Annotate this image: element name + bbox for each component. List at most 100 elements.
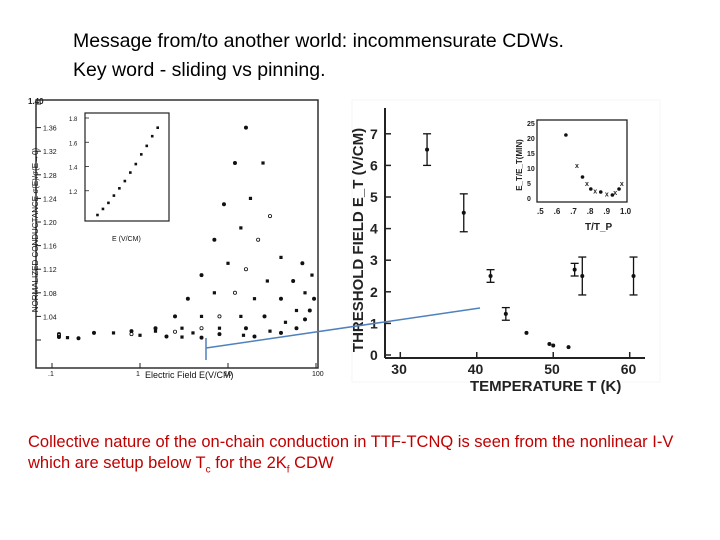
left-data-point — [56, 335, 61, 340]
left-data-point — [252, 297, 257, 301]
left-data-point — [217, 326, 222, 330]
left-data-marks — [56, 125, 317, 341]
left-data-point — [212, 237, 217, 242]
right-inset-point: x — [575, 163, 579, 170]
left-data-point — [232, 160, 237, 165]
left-data-point — [312, 296, 317, 301]
left-data-point — [248, 196, 253, 200]
caption: Collective nature of the on-chain conduc… — [28, 432, 708, 480]
left-inset-point — [123, 179, 127, 183]
caption-sub-f: f — [286, 464, 290, 476]
left-data-point — [239, 314, 243, 318]
right-data-point — [524, 330, 529, 335]
left-data-point — [310, 273, 314, 277]
left-data-point — [111, 331, 116, 335]
right-inset-point — [598, 190, 603, 194]
right-inset-ylabel: E_T/E_T(MIN) — [515, 139, 524, 191]
left-data-point — [243, 326, 248, 331]
connector-diagonal — [205, 307, 481, 349]
right-inset-point — [617, 187, 621, 191]
left-ytick-label: 1.28 — [43, 173, 57, 180]
right-inset-ytick-label: 15 — [527, 151, 535, 158]
right-inset-xtick-label: 1.0 — [620, 207, 632, 216]
left-data-point — [294, 326, 299, 331]
connector — [205, 307, 481, 360]
right-inset-point: x — [593, 189, 597, 196]
left-ytick-label: 1.08 — [43, 291, 57, 298]
left-inset-point — [118, 187, 121, 190]
left-ytick-label: 1.20 — [43, 220, 57, 227]
left-data-point — [65, 336, 70, 340]
right-inset-ytick-label: 25 — [527, 121, 535, 128]
left-data-point — [199, 326, 204, 331]
left-inset-marks — [96, 126, 159, 217]
right-data-point — [488, 274, 493, 278]
left-data-point — [129, 332, 134, 337]
left-xticks: .1 1 10 100 — [48, 363, 324, 378]
left-data-point — [191, 331, 195, 335]
left-data-point — [261, 161, 265, 165]
left-data-point — [262, 314, 267, 319]
left-data-point — [138, 333, 142, 337]
left-inset-yticks: 1.2 1.4 1.6 1.8 — [69, 117, 89, 196]
left-xtick-label: 1 — [136, 371, 140, 378]
left-ytick-label: 1.12 — [43, 267, 57, 274]
right-data-point — [425, 147, 430, 152]
left-xtick-label: .1 — [48, 371, 54, 378]
left-xlabel: Electric Field E(V/CM) — [145, 370, 234, 380]
caption-text-2: for the 2K — [210, 454, 287, 472]
right-data-point — [503, 311, 508, 316]
left-inset-ytick-label: 1.2 — [69, 190, 78, 196]
right-xtick-label: 50 — [544, 361, 560, 377]
left-inset-ytick-label: 1.4 — [69, 166, 78, 172]
right-inset-ytick-label: 5 — [527, 181, 531, 188]
right-inset-point — [564, 133, 568, 137]
left-data-point — [303, 317, 308, 322]
right-inset-ytick-label: 20 — [527, 136, 535, 143]
left-inset-point — [156, 126, 159, 129]
right-inset-ytick-label: 0 — [527, 196, 531, 203]
caption-sub-c: c — [205, 464, 211, 476]
left-chart-frame — [35, 99, 319, 369]
right-inset-marks: xxx x xx — [564, 133, 624, 199]
left-ytick-label: 1.36 — [43, 126, 57, 133]
left-inset-ytick-label: 1.8 — [69, 117, 78, 123]
left-ytick-label: 1.04 — [43, 314, 57, 321]
right-inset-point: x — [613, 190, 617, 197]
left-data-point — [300, 261, 305, 266]
left-data-point — [199, 335, 204, 340]
right-inset-point: x — [585, 181, 589, 188]
right-inset-xtick-label: .5 — [537, 207, 544, 216]
right-inset-point — [610, 193, 615, 197]
left-data-point — [256, 237, 261, 242]
left-data-point — [268, 329, 272, 333]
right-inset-point — [580, 175, 585, 179]
left-data-point — [180, 326, 184, 330]
left-inset-point — [96, 213, 99, 217]
left-ylabel: NORMALIZED CONDUCTANCE σ(E)/σ(E→0) — [31, 147, 40, 312]
right-inset-ticks: 0 5 10 15 20 25 .5 .6 .7 .8 .9 1.0 — [527, 121, 632, 216]
left-data-point — [180, 335, 184, 339]
right-inset-point: x — [620, 181, 624, 188]
left-inset-xlabel: E (V/CM) — [112, 236, 141, 243]
right-data-marks — [423, 133, 638, 350]
right-data-point — [551, 343, 556, 348]
right-inset-ytick-label: 10 — [527, 166, 535, 173]
left-data-point — [283, 320, 288, 324]
left-data-point — [267, 214, 272, 219]
right-inset-xtick-label: .8 — [587, 207, 594, 216]
left-data-point — [173, 314, 178, 319]
right-ytick-label: 5 — [370, 189, 378, 205]
right-data-point — [461, 210, 466, 215]
right-inset-xtick-label: .6 — [554, 207, 561, 216]
left-inset-point — [150, 134, 154, 138]
left-data-point — [226, 261, 230, 265]
left-data-point — [278, 330, 283, 335]
title-line-1: Message from/to another world: incommens… — [73, 30, 564, 52]
title-line-2: Key word - sliding vs pinning. — [73, 59, 326, 81]
left-data-point — [278, 296, 283, 301]
left-data-point — [291, 278, 296, 283]
caption-text-1: Collective nature of the on-chain conduc… — [28, 433, 674, 472]
left-inset-frame — [84, 112, 170, 222]
